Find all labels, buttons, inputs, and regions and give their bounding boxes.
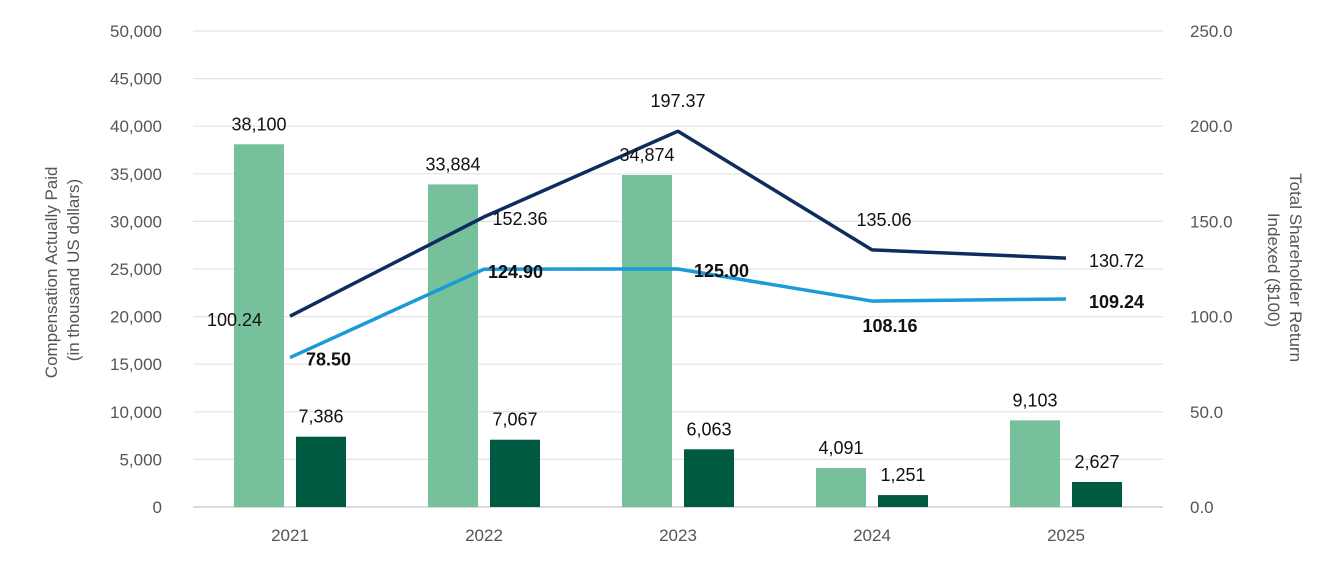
bar: [622, 174, 672, 508]
bar-value-label: 1,251: [880, 465, 925, 485]
line-path: [289, 267, 1067, 360]
right-tick-label: 0.0: [1190, 498, 1214, 517]
bar-value-label: 33,884: [425, 154, 480, 174]
left-tick-label: 35,000: [110, 165, 162, 184]
right-axis-title-line2: Indexed ($100): [1264, 213, 1283, 327]
bar-value-label: 34,874: [619, 145, 674, 165]
line-value-label: 152.36: [492, 209, 547, 229]
left-tick-label: 5,000: [119, 450, 162, 469]
bar: [428, 184, 478, 507]
line-path: [289, 129, 1067, 318]
right-tick-label: 250.0: [1190, 22, 1233, 41]
bar: [1010, 420, 1060, 507]
x-tick-label: 2022: [465, 526, 503, 545]
line-value-label: 78.50: [306, 350, 351, 370]
line-value-label: 124.90: [488, 262, 543, 282]
bar: [878, 495, 928, 507]
left-tick-label: 0: [153, 498, 162, 517]
bar-value-label: 6,063: [686, 419, 731, 439]
left-tick-label: 15,000: [110, 355, 162, 374]
right-axis-title-line1: Total Shareholder Return: [1286, 173, 1305, 362]
left-tick-label: 40,000: [110, 117, 162, 136]
line-value-label: 135.06: [856, 210, 911, 230]
left-tick-label: 25,000: [110, 260, 162, 279]
bar: [296, 436, 346, 507]
data-labels: 38,100 33,884 34,874 4,091 9,103 7,386 7,067 6,…: [207, 91, 1144, 485]
left-tick-label: 45,000: [110, 70, 162, 89]
bar: [684, 449, 734, 507]
line-value-label: 100.24: [207, 310, 262, 330]
x-tick-label: 2023: [659, 526, 697, 545]
bar: [816, 468, 866, 507]
x-tick-label: 2025: [1047, 526, 1085, 545]
left-tick-label: 50,000: [110, 22, 162, 41]
bar-value-label: 7,386: [298, 407, 343, 427]
bar: [490, 439, 540, 507]
bar: [1072, 481, 1122, 507]
bar-value-label: 2,627: [1074, 452, 1119, 472]
right-axis-ticks: 0.0 50.0 100.0 150.0 200.0 250.0: [1190, 22, 1233, 517]
right-tick-label: 150.0: [1190, 212, 1233, 231]
right-tick-label: 100.0: [1190, 308, 1233, 327]
line-series: [289, 129, 1067, 360]
left-axis-title: Compensation Actually Paid (in thousand …: [42, 162, 83, 378]
bar-value-label: 7,067: [492, 410, 537, 430]
line-value-label: 197.37: [650, 91, 705, 111]
left-axis-title-line1: Compensation Actually Paid: [42, 167, 61, 379]
left-axis-ticks: 0 5,000 10,000 15,000 20,000 25,000 30,000 35,0…: [110, 22, 162, 517]
right-tick-label: 200.0: [1190, 117, 1233, 136]
line-value-label: 130.72: [1089, 251, 1144, 271]
x-axis-ticks: 2021 2022 2023 2024 2025: [271, 526, 1085, 545]
left-tick-label: 10,000: [110, 403, 162, 422]
line-value-label: 108.16: [862, 316, 917, 336]
left-axis-title-line2: (in thousand US dollars): [64, 179, 83, 361]
line-value-label: 109.24: [1089, 292, 1144, 312]
bar-value-label: 9,103: [1012, 390, 1057, 410]
bar-series: [234, 144, 1122, 508]
bar: [234, 144, 284, 507]
left-tick-label: 30,000: [110, 212, 162, 231]
line-value-label: 125.00: [694, 261, 749, 281]
left-tick-label: 20,000: [110, 308, 162, 327]
bar-value-label: 38,100: [231, 114, 286, 134]
x-tick-label: 2021: [271, 526, 309, 545]
bar-value-label: 4,091: [818, 438, 863, 458]
x-tick-label: 2024: [853, 526, 891, 545]
right-axis-title: Total Shareholder Return Indexed ($100): [1264, 173, 1305, 367]
right-tick-label: 50.0: [1190, 403, 1223, 422]
